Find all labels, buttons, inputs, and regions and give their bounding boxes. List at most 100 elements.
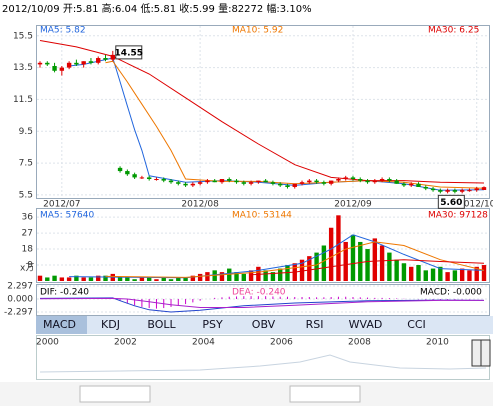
candle-body [277,183,283,186]
tab-label[interactable]: MACD [43,318,76,331]
tab-label[interactable]: PSY [202,318,223,331]
volume-bar [445,272,450,281]
candle-body [197,182,203,184]
volume-bar [219,272,225,281]
volume-bar [452,270,458,281]
volume-bar [74,275,79,281]
ma-line [39,297,484,308]
legend-entry: DIF: -0.240 [40,288,89,298]
candle-body [343,177,348,180]
candle-body [358,179,363,181]
candle-body [452,190,458,192]
volume-bar [277,268,283,281]
volume-bar [328,227,334,281]
date-input[interactable] [289,385,361,403]
date-input[interactable] [79,385,151,403]
price-marker-box [437,194,465,209]
tab-label[interactable]: BOLL [147,318,176,331]
tab-selected[interactable] [36,316,87,334]
volume-bar [161,277,166,281]
legend-entry: MA30: 97128 [428,211,488,221]
candle-body [103,58,108,60]
ma-line [39,297,485,313]
candle-body [394,180,399,184]
volume-bar [438,266,443,281]
volume-bar [350,234,356,281]
tab-label[interactable]: WVAD [349,318,383,331]
candle-body [190,183,196,186]
y-tick-label: 36 [22,213,34,223]
volume-bar [372,238,378,281]
candle-body [66,62,72,68]
volume-bar [379,245,385,281]
volume-bar [37,275,43,281]
volume-bar [299,259,305,281]
candle-body [263,180,268,183]
volume-bar [176,277,181,281]
tab-bar [36,316,493,334]
price-marker-label: 5.60 [440,198,462,208]
unit-label: x万 [20,264,34,274]
range-handle[interactable] [471,339,482,367]
candle-body [132,174,137,178]
candle-body [176,182,181,184]
candle-body [248,182,254,184]
candle-body [139,177,145,179]
tab-label[interactable]: CCI [407,318,426,331]
volume-bar [52,275,57,281]
candle-body [154,179,159,181]
legend-entry: MA10: 5.92 [232,26,283,36]
candle-body [234,180,239,183]
volume-bar [270,272,276,281]
legend-entry: MA5: 5.82 [40,26,86,36]
timeline-overview [39,354,487,373]
candle-body [387,179,392,181]
volume-bar [234,272,239,281]
price-marker-label: 14.55 [115,48,143,58]
candle-body [481,187,487,190]
tab-label[interactable]: KDJ [101,318,120,331]
y-tick-label: -2.297 [4,308,33,318]
x-tick-label: 2012/10 [458,200,493,210]
y-tick-label: 27 [22,229,33,239]
volume-bar [321,245,327,281]
candle-body [401,183,407,186]
candle-body [81,61,86,65]
tab-label[interactable]: RSI [306,318,324,331]
candle-body [285,185,290,187]
x-tick-label: 2012/08 [181,200,219,210]
timeline-year: 2000 [36,338,59,348]
candle-body [59,67,65,71]
volume-bar [139,277,145,281]
y-tick-label: 9 [27,261,33,271]
volume-bar [125,277,130,281]
price-panel [36,25,490,199]
candle-body [74,62,79,65]
candle-body [52,65,57,71]
candle-body [445,190,450,192]
ma-line [105,241,485,278]
candle-body [117,167,123,172]
x-tick-label: 2012/07 [43,200,80,210]
legend-entry: MA5: 57640 [40,211,94,221]
candle-body [379,179,385,181]
candle-body [438,190,443,192]
volume-bar [358,241,363,281]
legend-entry: MA30: 6.25 [428,26,479,36]
candle-body [37,62,43,65]
tab-label[interactable]: OBV [252,318,276,331]
candle-body [292,183,297,187]
volume-bar [190,275,196,281]
candle-body [299,182,305,184]
candle-body [328,180,334,184]
ma-line [251,259,485,276]
volume-bar [146,277,152,281]
range-handle[interactable] [480,339,491,367]
volume-bar [103,275,108,281]
volume-bar [117,277,123,281]
candle-body [314,180,319,183]
candle-body [161,179,166,181]
x-tick-label: 2012/09 [334,200,372,210]
candle-body [423,186,428,189]
